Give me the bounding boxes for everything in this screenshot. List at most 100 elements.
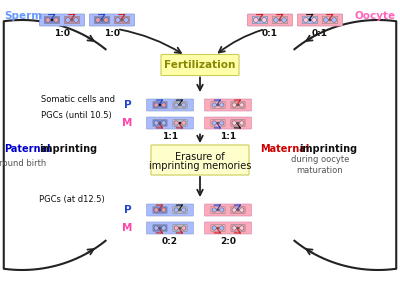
FancyBboxPatch shape — [146, 99, 194, 111]
Circle shape — [159, 209, 161, 211]
Circle shape — [279, 19, 281, 21]
Circle shape — [162, 103, 166, 107]
Circle shape — [282, 18, 286, 22]
Circle shape — [312, 18, 316, 22]
Circle shape — [179, 227, 181, 229]
Circle shape — [174, 103, 178, 107]
Circle shape — [237, 122, 239, 124]
FancyBboxPatch shape — [248, 14, 292, 26]
Circle shape — [232, 226, 236, 230]
Circle shape — [232, 103, 236, 107]
Circle shape — [254, 18, 258, 22]
Circle shape — [154, 208, 158, 212]
FancyBboxPatch shape — [302, 16, 318, 24]
Circle shape — [182, 226, 186, 230]
Circle shape — [217, 104, 219, 106]
Circle shape — [217, 209, 219, 211]
FancyBboxPatch shape — [40, 14, 84, 26]
Circle shape — [220, 226, 224, 230]
FancyBboxPatch shape — [151, 145, 249, 175]
Text: Erasure of: Erasure of — [175, 152, 225, 162]
Text: Fertilization: Fertilization — [164, 60, 236, 70]
Text: during oocyte
maturation: during oocyte maturation — [291, 155, 349, 176]
FancyBboxPatch shape — [204, 117, 252, 129]
Circle shape — [54, 18, 58, 22]
FancyBboxPatch shape — [231, 120, 245, 126]
Circle shape — [159, 104, 161, 106]
Circle shape — [309, 19, 311, 21]
Circle shape — [162, 121, 166, 125]
Circle shape — [212, 226, 216, 230]
Text: PGCs (at d12.5): PGCs (at d12.5) — [39, 195, 105, 204]
Circle shape — [74, 18, 78, 22]
FancyBboxPatch shape — [298, 14, 342, 26]
Circle shape — [174, 121, 178, 125]
Text: Paternal: Paternal — [4, 144, 50, 154]
Text: P: P — [124, 205, 132, 215]
Circle shape — [96, 18, 100, 22]
Circle shape — [217, 227, 219, 229]
Circle shape — [66, 18, 70, 22]
Circle shape — [174, 208, 178, 212]
Circle shape — [162, 208, 166, 212]
Circle shape — [240, 103, 244, 107]
FancyBboxPatch shape — [211, 224, 225, 231]
Text: 1:1: 1:1 — [162, 132, 178, 141]
Circle shape — [104, 18, 108, 22]
FancyBboxPatch shape — [231, 102, 245, 108]
Circle shape — [304, 18, 308, 22]
Circle shape — [162, 226, 166, 230]
Text: 1:0: 1:0 — [54, 28, 70, 38]
Text: imprinting: imprinting — [39, 144, 97, 154]
FancyBboxPatch shape — [231, 224, 245, 231]
Text: 2:0: 2:0 — [220, 236, 236, 246]
FancyBboxPatch shape — [64, 16, 80, 24]
Circle shape — [46, 18, 50, 22]
FancyBboxPatch shape — [211, 207, 225, 213]
FancyBboxPatch shape — [272, 16, 288, 24]
Circle shape — [212, 103, 216, 107]
Circle shape — [101, 19, 103, 21]
FancyBboxPatch shape — [173, 224, 187, 231]
Circle shape — [182, 103, 186, 107]
Text: around birth: around birth — [0, 159, 46, 168]
FancyBboxPatch shape — [211, 120, 225, 126]
Circle shape — [159, 227, 161, 229]
Circle shape — [212, 208, 216, 212]
FancyBboxPatch shape — [146, 117, 194, 129]
Circle shape — [124, 18, 128, 22]
FancyBboxPatch shape — [161, 54, 239, 76]
Circle shape — [159, 122, 161, 124]
Circle shape — [179, 209, 181, 211]
Circle shape — [329, 19, 331, 21]
Circle shape — [220, 121, 224, 125]
Circle shape — [232, 208, 236, 212]
Circle shape — [240, 121, 244, 125]
Text: M: M — [122, 223, 132, 233]
Circle shape — [237, 209, 239, 211]
FancyBboxPatch shape — [146, 204, 194, 216]
FancyBboxPatch shape — [153, 120, 167, 126]
Circle shape — [240, 226, 244, 230]
Circle shape — [274, 18, 278, 22]
FancyBboxPatch shape — [204, 222, 252, 234]
Circle shape — [262, 18, 266, 22]
FancyBboxPatch shape — [90, 14, 134, 26]
Text: Maternal: Maternal — [260, 144, 309, 154]
Circle shape — [182, 121, 186, 125]
Text: Sperm: Sperm — [4, 11, 42, 21]
FancyBboxPatch shape — [94, 16, 110, 24]
Text: 1:1: 1:1 — [220, 132, 236, 141]
FancyBboxPatch shape — [153, 207, 167, 213]
FancyBboxPatch shape — [153, 224, 167, 231]
Text: 0:1: 0:1 — [262, 28, 278, 38]
Circle shape — [121, 19, 123, 21]
Text: M: M — [122, 118, 132, 128]
Circle shape — [212, 121, 216, 125]
FancyBboxPatch shape — [173, 102, 187, 108]
Circle shape — [324, 18, 328, 22]
Text: 0:2: 0:2 — [162, 236, 178, 246]
Circle shape — [179, 104, 181, 106]
Circle shape — [217, 122, 219, 124]
FancyBboxPatch shape — [204, 204, 252, 216]
